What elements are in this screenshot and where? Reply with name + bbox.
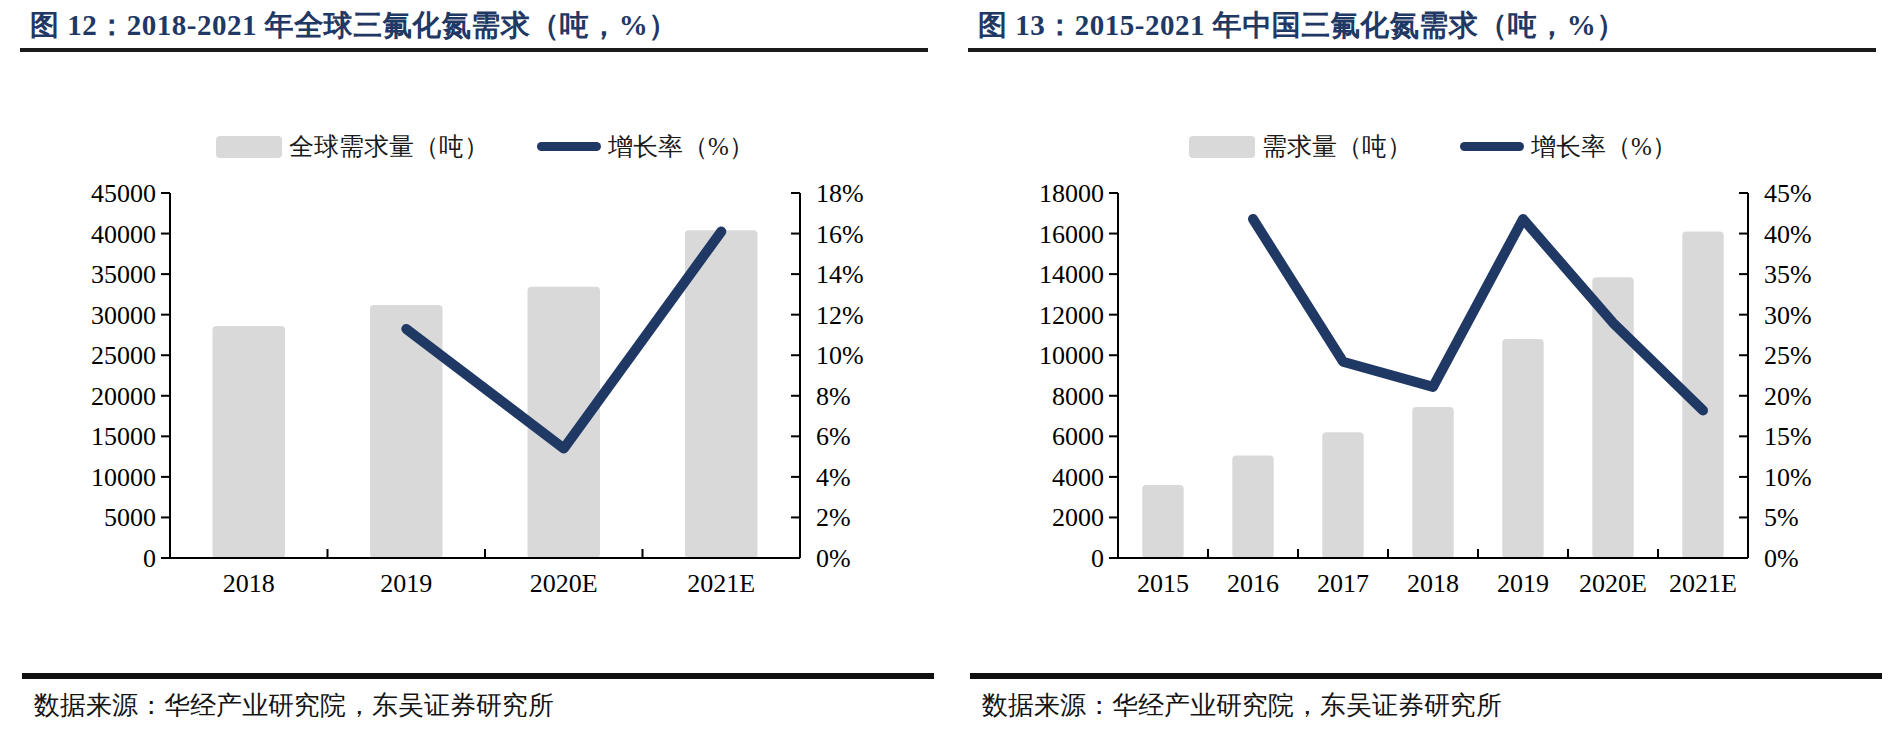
- y-axis-right-label: 6%: [816, 422, 851, 451]
- x-axis-label: 2021E: [687, 569, 755, 598]
- y-axis-left-label: 2000: [1052, 503, 1104, 532]
- x-axis-label: 2018: [223, 569, 275, 598]
- y-axis-left-label: 16000: [1039, 220, 1104, 249]
- y-axis-left-label: 4000: [1052, 463, 1104, 492]
- y-axis-right-label: 2%: [816, 503, 851, 532]
- y-axis-right-label: 0%: [1764, 544, 1799, 573]
- x-axis-label: 2020E: [1579, 569, 1647, 598]
- y-axis-right-label: 16%: [816, 220, 864, 249]
- y-axis-left-label: 10000: [1039, 341, 1104, 370]
- source-text: 数据来源：华经产业研究院，东吴证券研究所: [34, 688, 554, 723]
- y-axis-right-label: 10%: [1764, 463, 1812, 492]
- x-axis-label: 2019: [380, 569, 432, 598]
- x-axis-label: 2017: [1317, 569, 1369, 598]
- chart-canvas: 0 5000 10000 15000 20000 25000 30000 35000 40000…: [0, 0, 948, 739]
- x-axis-label: 2021E: [1669, 569, 1737, 598]
- y-axis-left-label: 6000: [1052, 422, 1104, 451]
- x-axis-label: 2018: [1407, 569, 1459, 598]
- panel-global-nf3-demand: 图 12：2018-2021 年全球三氟化氮需求（吨，%） 全球需求量（吨） 增…: [0, 0, 948, 739]
- demand-bar: [1412, 407, 1453, 558]
- demand-bar: [1322, 432, 1363, 558]
- y-axis-right-label: 15%: [1764, 422, 1812, 451]
- y-axis-left-label: 10000: [91, 463, 156, 492]
- y-axis-right-label: 0%: [816, 544, 851, 573]
- y-axis-right-label: 4%: [816, 463, 851, 492]
- y-axis-left-label: 20000: [91, 382, 156, 411]
- demand-bar: [1502, 339, 1543, 558]
- y-axis-left-label: 8000: [1052, 382, 1104, 411]
- y-axis-left-label: 15000: [91, 422, 156, 451]
- y-axis-left-label: 25000: [91, 341, 156, 370]
- x-axis-label: 2019: [1497, 569, 1549, 598]
- demand-bar: [213, 326, 286, 558]
- y-axis-left-label: 12000: [1039, 301, 1104, 330]
- demand-bar: [528, 287, 601, 558]
- y-axis-right-label: 45%: [1764, 179, 1812, 208]
- y-axis-left-label: 14000: [1039, 260, 1104, 289]
- x-axis-label: 2016: [1227, 569, 1279, 598]
- y-axis-left-label: 0: [143, 544, 156, 573]
- y-axis-right-label: 5%: [1764, 503, 1799, 532]
- y-axis-right-label: 30%: [1764, 301, 1812, 330]
- y-axis-left-label: 5000: [104, 503, 156, 532]
- y-axis-right-label: 25%: [1764, 341, 1812, 370]
- source-rule: [22, 673, 934, 679]
- y-axis-right-label: 12%: [816, 301, 864, 330]
- growth-line: [1253, 219, 1703, 410]
- y-axis-left-label: 0: [1091, 544, 1104, 573]
- x-axis-label: 2020E: [530, 569, 598, 598]
- demand-bar: [1142, 485, 1183, 558]
- y-axis-left-label: 30000: [91, 301, 156, 330]
- source-rule: [970, 673, 1882, 679]
- x-axis-label: 2015: [1137, 569, 1189, 598]
- source-text: 数据来源：华经产业研究院，东吴证券研究所: [982, 688, 1502, 723]
- y-axis-left-label: 45000: [91, 179, 156, 208]
- demand-bar: [685, 230, 758, 558]
- y-axis-right-label: 8%: [816, 382, 851, 411]
- y-axis-left-label: 18000: [1039, 179, 1104, 208]
- y-axis-right-label: 18%: [816, 179, 864, 208]
- y-axis-right-label: 40%: [1764, 220, 1812, 249]
- y-axis-left-label: 35000: [91, 260, 156, 289]
- chart-canvas: 0 2000 4000 6000 8000 10000 12000 14000 16000 180…: [948, 0, 1896, 739]
- y-axis-right-label: 10%: [816, 341, 864, 370]
- report-figure-strip: 图 12：2018-2021 年全球三氟化氮需求（吨，%） 全球需求量（吨） 增…: [0, 0, 1896, 739]
- y-axis-right-label: 20%: [1764, 382, 1812, 411]
- demand-bar: [1232, 456, 1273, 558]
- y-axis-left-label: 40000: [91, 220, 156, 249]
- y-axis-right-label: 35%: [1764, 260, 1812, 289]
- panel-china-nf3-demand: 图 13：2015-2021 年中国三氟化氮需求（吨，%） 需求量（吨） 增长率…: [948, 0, 1896, 739]
- y-axis-right-label: 14%: [816, 260, 864, 289]
